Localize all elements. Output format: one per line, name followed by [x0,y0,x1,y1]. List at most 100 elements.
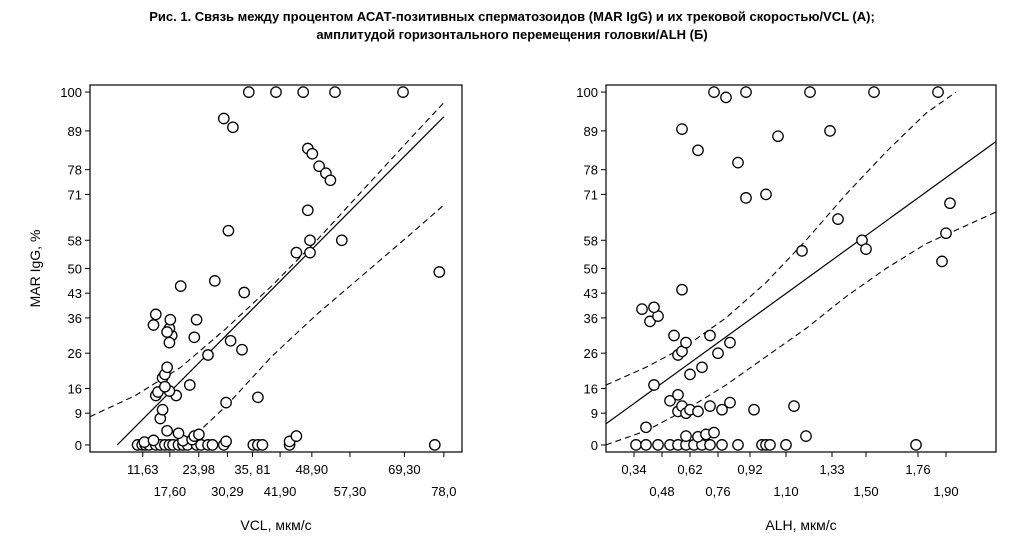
chart-b-data-point [788,400,800,412]
chart-a-data-point [188,331,201,344]
chart-a-data-point [270,86,282,98]
chart-a-y-axis-label: MAR IgG, % [27,230,43,308]
chart-a-group: 0 9 16 26 36 43 50 58 71 78 89 100 11,63 17,60 23,98 30… [27,84,463,533]
chart-a-x-tick-label: 17,60 [154,484,187,499]
chart-a-data-point [301,204,314,217]
chart-b-data-point [712,347,724,360]
chart-b-data-point [860,243,872,255]
chart-a-x-tick-label: 78,0 [431,484,456,499]
chart-a-data-point [147,434,160,447]
chart-b-x-tick-label: 1,76 [905,462,930,477]
chart-a-data-point [202,349,214,361]
chart-b-y-tick-label: 78 [584,163,598,178]
chart-a-x-tick-label: 57,30 [334,484,367,499]
chart-b-x-tick-label: 0,48 [649,484,674,499]
chart-b-x-tick-label: 1,90 [933,484,958,499]
chart-a-data-point [224,334,237,347]
chart-a-data-point [156,403,169,416]
chart-a-data-point [428,439,441,451]
chart-a-data-point [217,112,230,125]
chart-a-x-axis-label: VCL, мкм/с [240,517,311,533]
chart-a-y-tick-label: 100 [60,85,82,100]
chart-b-data-point [664,394,676,407]
chart-b-data-point [740,192,752,204]
chart-b-y-tick-label: 16 [584,381,598,396]
chart-b-data-point [804,86,816,98]
chart-b-y-tick-label: 0 [591,438,598,453]
chart-a-data-point [161,424,173,437]
chart-b-y-tick-label: 43 [584,286,598,301]
chart-b-y-tick-label: 100 [576,85,598,100]
chart-b-data-point [824,125,836,137]
chart-a-y-tick-label: 78 [68,163,82,178]
chart-a-data-point [193,428,205,441]
chart-a-data-point [161,361,173,374]
chart-b-data-point [644,315,656,328]
chart-a-data-point [190,313,203,326]
chart-b-plot-frame [605,84,997,453]
chart-a-y-tick-label: 26 [68,346,82,361]
chart-a-plot-frame [89,84,463,453]
chart-a-data-point [206,439,219,451]
chart-b-x-tick-label: 0,62 [677,462,702,477]
chart-a-confidence-upper [90,102,445,418]
chart-b-data-point [680,430,692,442]
chart-a-x-tick-label: 69,30 [388,462,421,477]
chart-b-y-tick-label: 71 [584,187,598,202]
chart-b-data-point [760,188,772,201]
chart-b-data-point [724,396,736,409]
chart-b-data-point [716,403,728,416]
chart-a-data-point [147,319,160,331]
chart-b-regression-line [606,140,996,425]
chart-a-data-point [297,86,310,98]
figure-title-line-2: амплитудой горизонтального перемещения г… [316,27,708,42]
chart-b-x-axis-label: ALH, мкм/с [765,517,836,533]
chart-a-x-tick-label: 48,90 [296,462,329,477]
chart-a-y-tick-label: 89 [68,124,82,139]
chart-a-data-point [256,439,269,451]
chart-b-data-point [772,130,784,143]
chart-b-data-point [732,439,744,451]
chart-b-data-point [676,123,688,135]
chart-a-data-point [304,234,316,247]
chart-a-data-point [313,160,325,173]
chart-b-data-point [832,213,844,225]
chart-a-data-point [290,246,303,259]
chart-b-data-point [910,439,922,451]
chart-b-data-point [636,303,648,315]
chart-b-data-point [692,144,704,157]
chart-a-data-point [236,343,248,356]
chart-b-data-point [648,379,660,391]
chart-b-x-tick-label: 1,50 [853,484,878,499]
chart-b-data-point [676,283,688,296]
chart-b-data-point [748,403,760,416]
chart-a-x-tick-label: 11,63 [127,462,159,477]
chart-b-data-point [936,255,948,268]
figure-title-line-1: Рис. 1. Связь между процентом АСАТ-позит… [149,9,875,24]
chart-a-data-point [242,86,255,98]
chart-b-x-tick-label: 0,92 [737,462,762,477]
chart-b-data-point [708,86,720,98]
chart-a-data-point [220,435,232,448]
chart-b-y-tick-label: 9 [591,406,598,421]
chart-a-y-tick-label: 58 [68,233,82,248]
chart-b-data-point [764,439,776,451]
chart-a-y-tick-label: 36 [68,311,82,326]
chart-a-y-tick-label: 16 [68,381,82,396]
chart-a-x-tick-label: 30,29 [211,484,244,499]
chart-b-data-point [800,430,812,442]
chart-a-data-point [324,174,337,187]
chart-b-confidence-upper [606,91,957,386]
chart-b-data-point [680,336,692,349]
chart-b-y-tick-label: 26 [584,346,598,361]
chart-b-data-point [932,86,944,98]
chart-b-group: 0 9 16 26 36 43 50 58 71 78 89 100 0,340,480,620,76 0… [576,84,997,533]
chart-b-data-point [724,336,736,349]
chart-a-data-point [227,121,239,134]
chart-b-x-tick-label: 0,76 [705,484,730,499]
chart-a-data-point [304,246,316,259]
chart-b-plot-area [606,86,996,451]
chart-a-data-point [220,396,232,409]
chart-b-data-point [648,301,660,314]
chart-a-data-point [252,391,264,404]
